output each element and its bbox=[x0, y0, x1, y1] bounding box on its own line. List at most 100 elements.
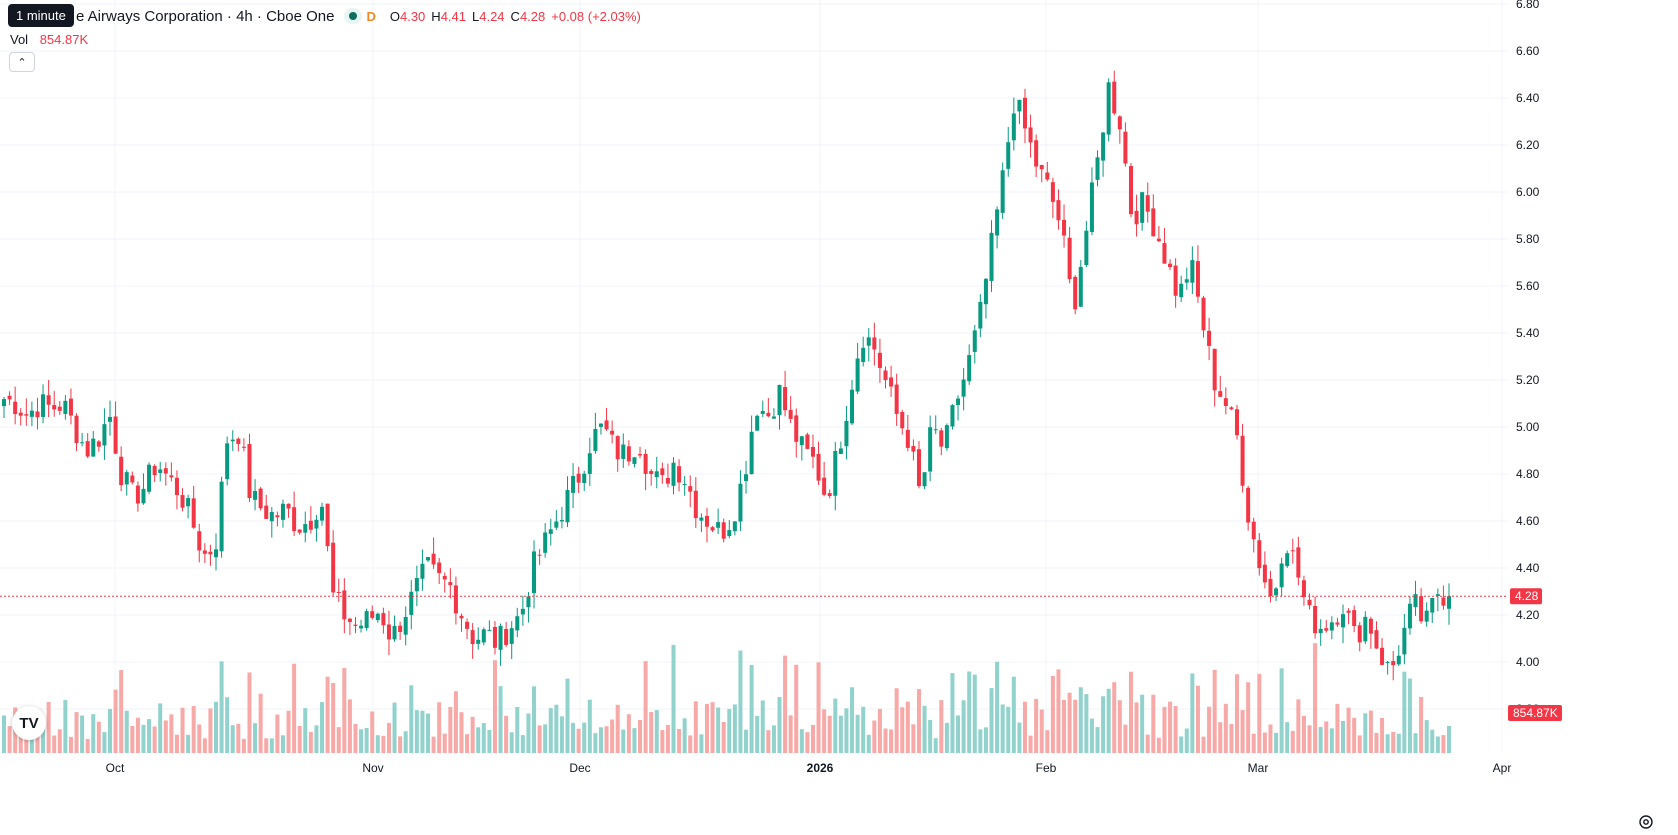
candle-body bbox=[693, 490, 698, 519]
interval-badge[interactable]: D bbox=[366, 8, 376, 24]
candle-body bbox=[492, 626, 497, 648]
price-axis[interactable]: 6.80 6.60 6.40 6.20 6.00 5.80 5.60 5.40 5.20 5.00… bbox=[1516, 0, 1540, 716]
volume-bar bbox=[96, 721, 101, 753]
volume-bar bbox=[147, 719, 152, 753]
high-label: H bbox=[431, 8, 441, 24]
price-tick-label: 5.80 bbox=[1516, 232, 1540, 246]
volume-bar bbox=[202, 738, 207, 753]
volume-bar bbox=[247, 672, 252, 753]
volume-bar bbox=[174, 734, 179, 753]
volume-bar bbox=[141, 724, 146, 753]
candle-body bbox=[403, 616, 408, 635]
candle-body bbox=[197, 531, 202, 551]
collapse-legend-button[interactable]: ⌃ bbox=[9, 52, 35, 72]
candle-body bbox=[855, 358, 860, 392]
candle-body bbox=[587, 453, 592, 474]
volume-bar bbox=[1268, 724, 1273, 753]
candle-body bbox=[515, 616, 520, 631]
candle-body bbox=[1313, 605, 1318, 634]
volume-bar bbox=[437, 702, 442, 753]
candle-body bbox=[1207, 330, 1212, 346]
candle-body bbox=[1195, 261, 1200, 297]
candle-body bbox=[548, 529, 553, 534]
volume-bar bbox=[515, 706, 520, 753]
candle-body bbox=[320, 506, 325, 521]
open-label: O bbox=[389, 8, 400, 24]
candle-body bbox=[1201, 297, 1206, 331]
candle-body bbox=[18, 412, 23, 416]
volume-bar bbox=[1128, 671, 1133, 753]
candle-body bbox=[1140, 192, 1145, 223]
volume-bar bbox=[632, 728, 637, 753]
candle-body bbox=[1329, 622, 1334, 631]
price-tick-label: 4.40 bbox=[1516, 561, 1540, 575]
volume-bar bbox=[219, 661, 224, 753]
candle-body bbox=[7, 395, 12, 400]
volume-bar bbox=[816, 662, 821, 753]
candle-body bbox=[135, 485, 140, 504]
candle-body bbox=[85, 441, 90, 457]
candle-body bbox=[504, 628, 509, 645]
candle-body bbox=[1017, 99, 1022, 112]
candle-body bbox=[476, 639, 481, 644]
volume-bar bbox=[922, 705, 927, 753]
candle-body bbox=[1218, 391, 1223, 397]
candle-body bbox=[1363, 616, 1368, 642]
candle-body bbox=[331, 542, 336, 593]
candle-body bbox=[967, 355, 972, 382]
candle-body bbox=[1234, 409, 1240, 436]
candle-body bbox=[638, 454, 643, 456]
candle-body bbox=[180, 495, 185, 508]
candle-body bbox=[102, 424, 107, 446]
candle-body bbox=[1095, 157, 1100, 180]
volume-bar bbox=[470, 716, 475, 753]
candle-body bbox=[565, 490, 570, 523]
candle-body bbox=[1441, 597, 1446, 606]
candle-body bbox=[788, 410, 793, 419]
candle-body bbox=[704, 515, 709, 527]
volume-bar bbox=[1000, 704, 1005, 753]
candle-body bbox=[699, 517, 704, 521]
candle-body bbox=[353, 624, 358, 626]
candle-body bbox=[124, 472, 129, 485]
volume-bar bbox=[671, 644, 676, 753]
gear-icon[interactable] bbox=[1637, 813, 1655, 831]
candle-body bbox=[1391, 661, 1396, 666]
candle-body bbox=[264, 505, 269, 519]
candle-body bbox=[336, 592, 341, 594]
volume-bar bbox=[1011, 676, 1016, 753]
volume-bar bbox=[236, 723, 241, 753]
volume-bar bbox=[939, 700, 944, 753]
volume-bar bbox=[57, 729, 62, 753]
candle-body bbox=[1039, 165, 1044, 170]
tradingview-logo-icon[interactable]: TV bbox=[12, 706, 46, 740]
candle-body bbox=[771, 416, 776, 419]
symbol-title[interactable]: e Airways Corporation · 4h · Cboe One bbox=[76, 7, 335, 25]
candle-body bbox=[1374, 630, 1379, 649]
volume-bar bbox=[1391, 731, 1396, 753]
volume-bar bbox=[1156, 737, 1161, 753]
candle-body bbox=[487, 630, 492, 632]
volume-bar bbox=[107, 708, 113, 753]
candle-body bbox=[883, 370, 888, 381]
volume-bar bbox=[398, 736, 403, 753]
market-status-icon[interactable] bbox=[344, 8, 363, 24]
candle-body bbox=[889, 377, 894, 387]
candle-body bbox=[225, 443, 230, 480]
candle-body bbox=[68, 398, 73, 416]
volume-bar bbox=[381, 735, 386, 753]
price-tick-label: 6.00 bbox=[1516, 185, 1540, 199]
volume-bar bbox=[777, 697, 782, 753]
candle-body bbox=[621, 444, 626, 459]
volume-bar bbox=[716, 707, 721, 753]
volume-bar bbox=[85, 738, 90, 753]
volume-bar bbox=[135, 717, 140, 753]
time-axis[interactable]: Oct Nov Dec 2026 Feb Mar Apr bbox=[106, 761, 1512, 775]
volume-label[interactable]: Vol bbox=[10, 32, 29, 47]
volume-bar bbox=[1357, 735, 1362, 753]
candle-body bbox=[1162, 243, 1167, 264]
volume-bar bbox=[91, 714, 96, 753]
volume-bar bbox=[1346, 707, 1351, 753]
volume-bar bbox=[1207, 706, 1212, 753]
